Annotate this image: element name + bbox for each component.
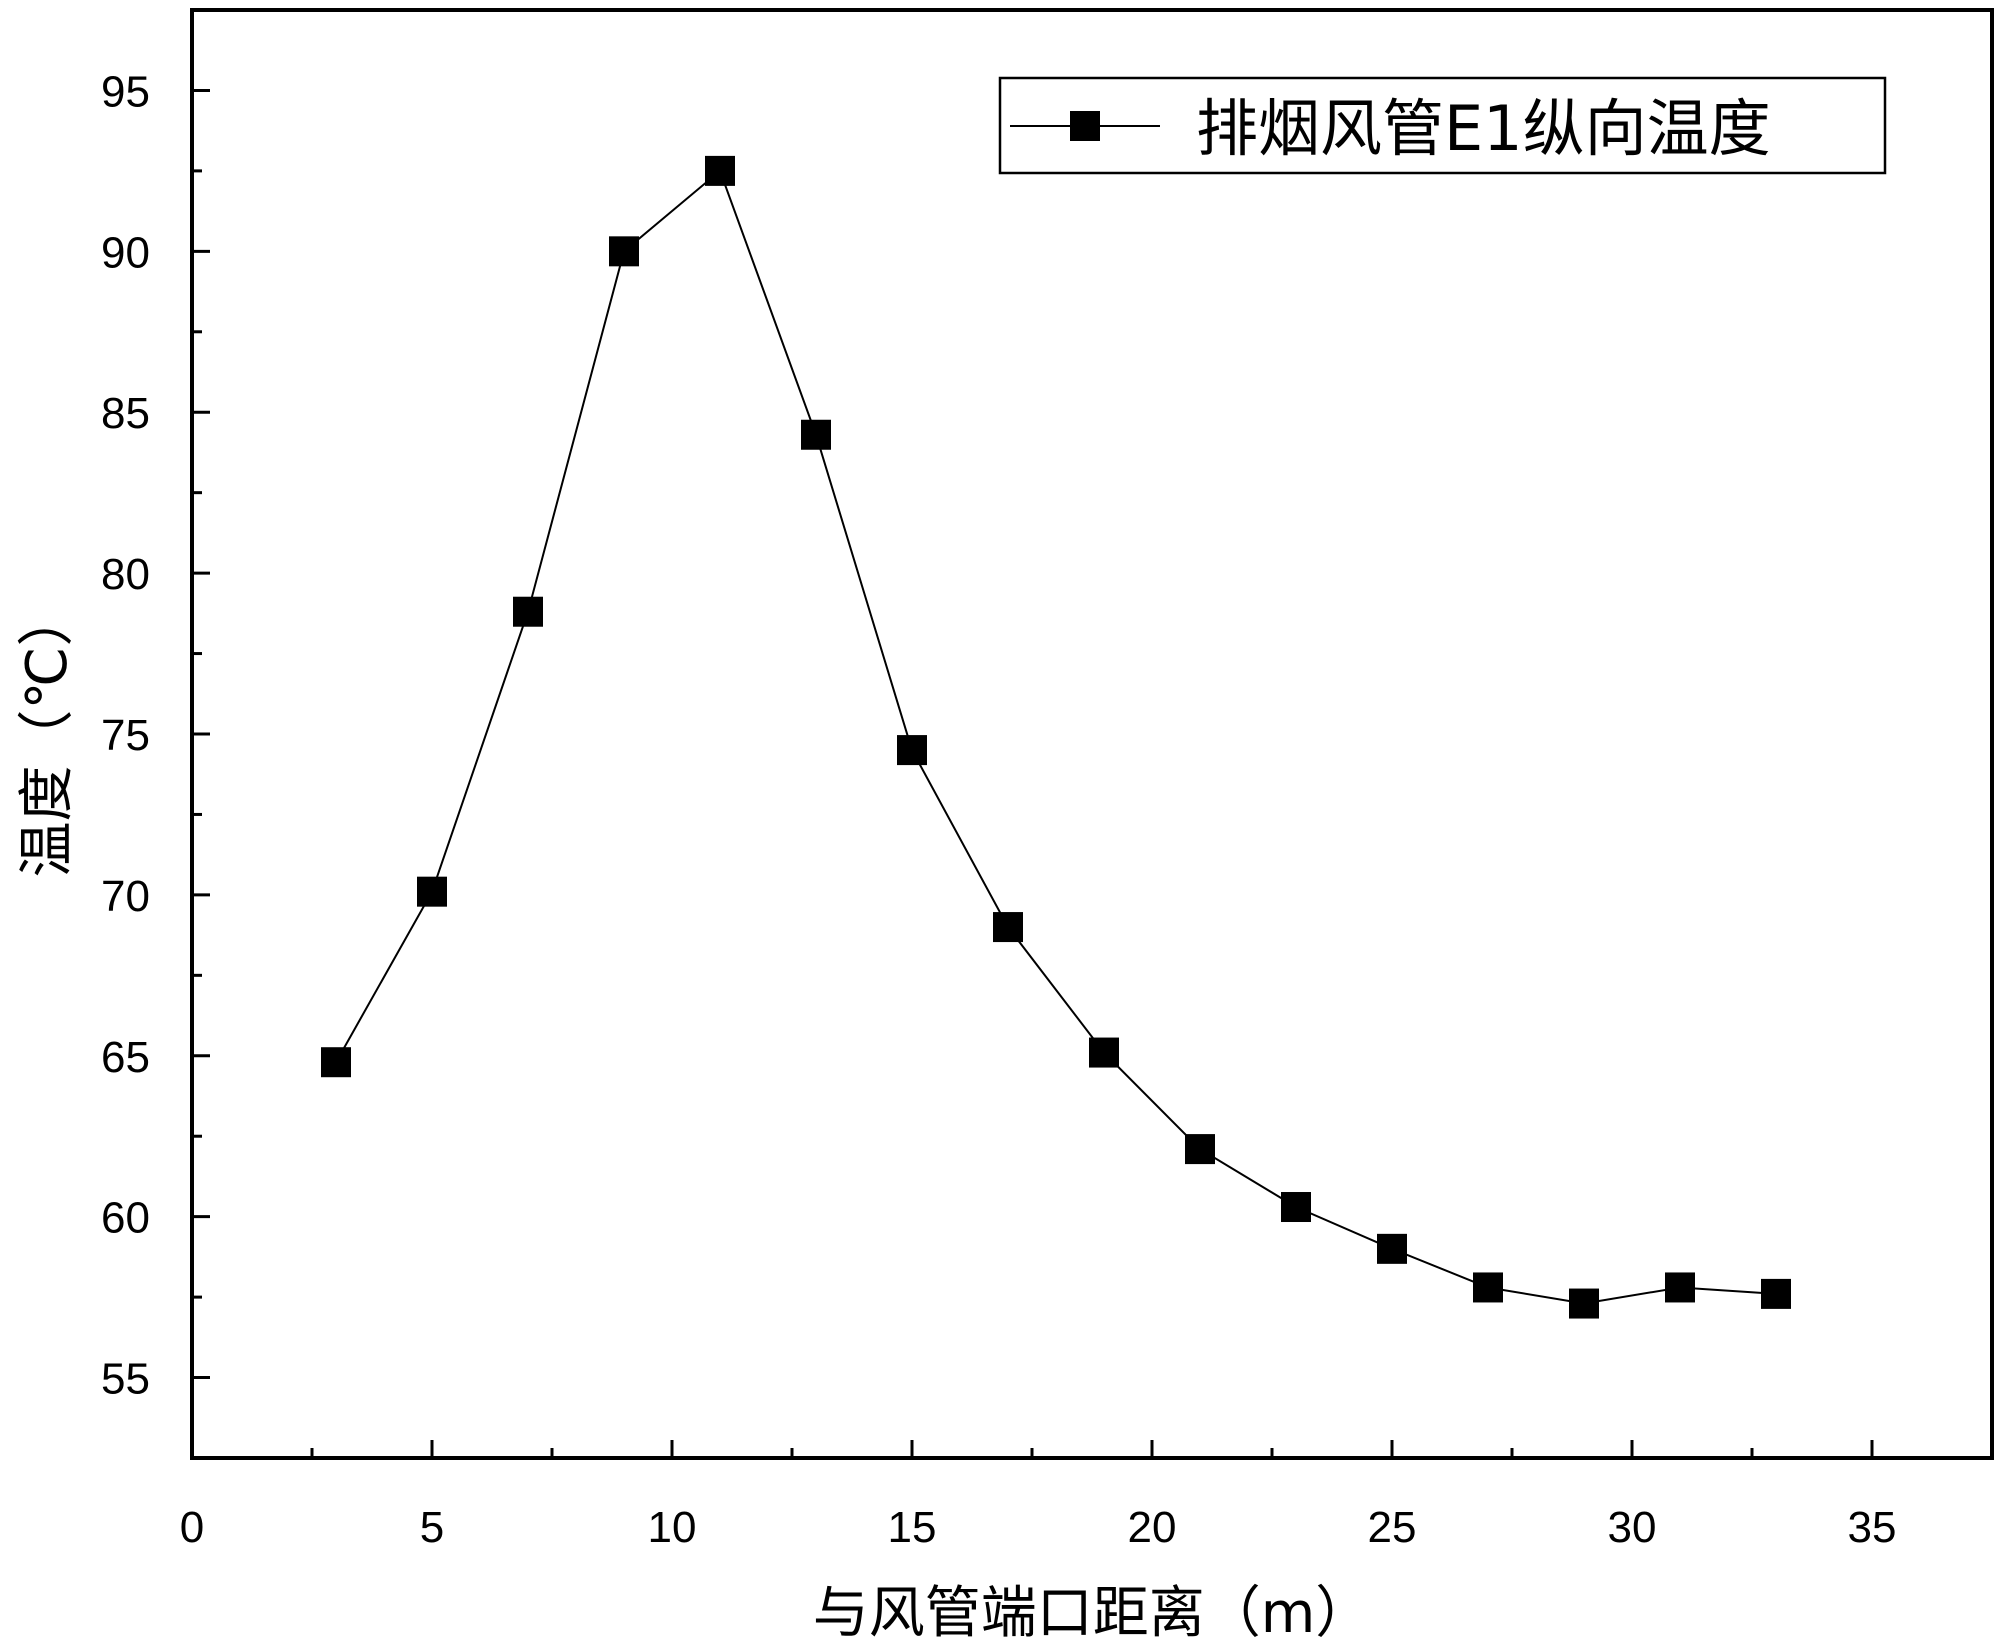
y-tick-label: 85 bbox=[101, 389, 150, 438]
legend-marker-sample bbox=[1070, 111, 1100, 141]
data-point-marker bbox=[1473, 1272, 1503, 1303]
x-axis-ticks: 0 5 10 15 20 25 30 35 bbox=[180, 1440, 1897, 1552]
data-point-marker bbox=[1665, 1272, 1695, 1303]
legend-label: 排烟风管E1纵向温度 bbox=[1196, 92, 1771, 165]
series-line bbox=[335, 169, 1777, 1305]
y-tick-label: 60 bbox=[101, 1194, 150, 1243]
y-axis-title: 温度（℃） bbox=[15, 591, 80, 878]
x-tick-label: 15 bbox=[888, 1503, 937, 1552]
data-point-marker bbox=[417, 876, 447, 907]
x-tick-label: 10 bbox=[648, 1503, 697, 1552]
data-point-marker bbox=[897, 735, 927, 766]
y-tick-label: 90 bbox=[101, 228, 150, 277]
data-point-marker bbox=[609, 236, 639, 267]
x-tick-label: 25 bbox=[1368, 1503, 1417, 1552]
y-tick-label: 55 bbox=[101, 1355, 150, 1404]
y-tick-label: 75 bbox=[101, 711, 150, 760]
x-tick-label: 0 bbox=[180, 1503, 204, 1552]
data-point-marker bbox=[513, 596, 543, 627]
data-point-marker bbox=[993, 912, 1023, 943]
x-tick-label: 20 bbox=[1128, 1503, 1177, 1552]
data-point-marker bbox=[1569, 1288, 1599, 1319]
data-point-marker bbox=[1281, 1192, 1311, 1223]
x-tick-label: 5 bbox=[420, 1503, 444, 1552]
x-axis-title: 与风管端口距离（m） bbox=[813, 1581, 1372, 1646]
data-point-marker bbox=[1377, 1233, 1407, 1264]
y-tick-label: 65 bbox=[101, 1033, 150, 1082]
data-point-marker bbox=[1761, 1278, 1791, 1309]
legend: 排烟风管E1纵向温度 bbox=[998, 76, 1887, 175]
data-point-marker bbox=[1089, 1037, 1119, 1068]
y-tick-label: 95 bbox=[101, 67, 150, 116]
data-point-marker bbox=[321, 1047, 351, 1078]
x-tick-label: 35 bbox=[1848, 1503, 1897, 1552]
y-tick-label: 80 bbox=[101, 550, 150, 599]
data-point-marker bbox=[801, 419, 831, 450]
y-tick-label: 70 bbox=[101, 872, 150, 921]
data-point-marker bbox=[1185, 1134, 1215, 1165]
y-axis-ticks: 55 60 65 70 75 80 85 90 95 bbox=[101, 67, 210, 1404]
data-layer bbox=[321, 155, 1791, 1319]
data-point-marker bbox=[705, 155, 735, 186]
x-tick-label: 30 bbox=[1608, 1503, 1657, 1552]
